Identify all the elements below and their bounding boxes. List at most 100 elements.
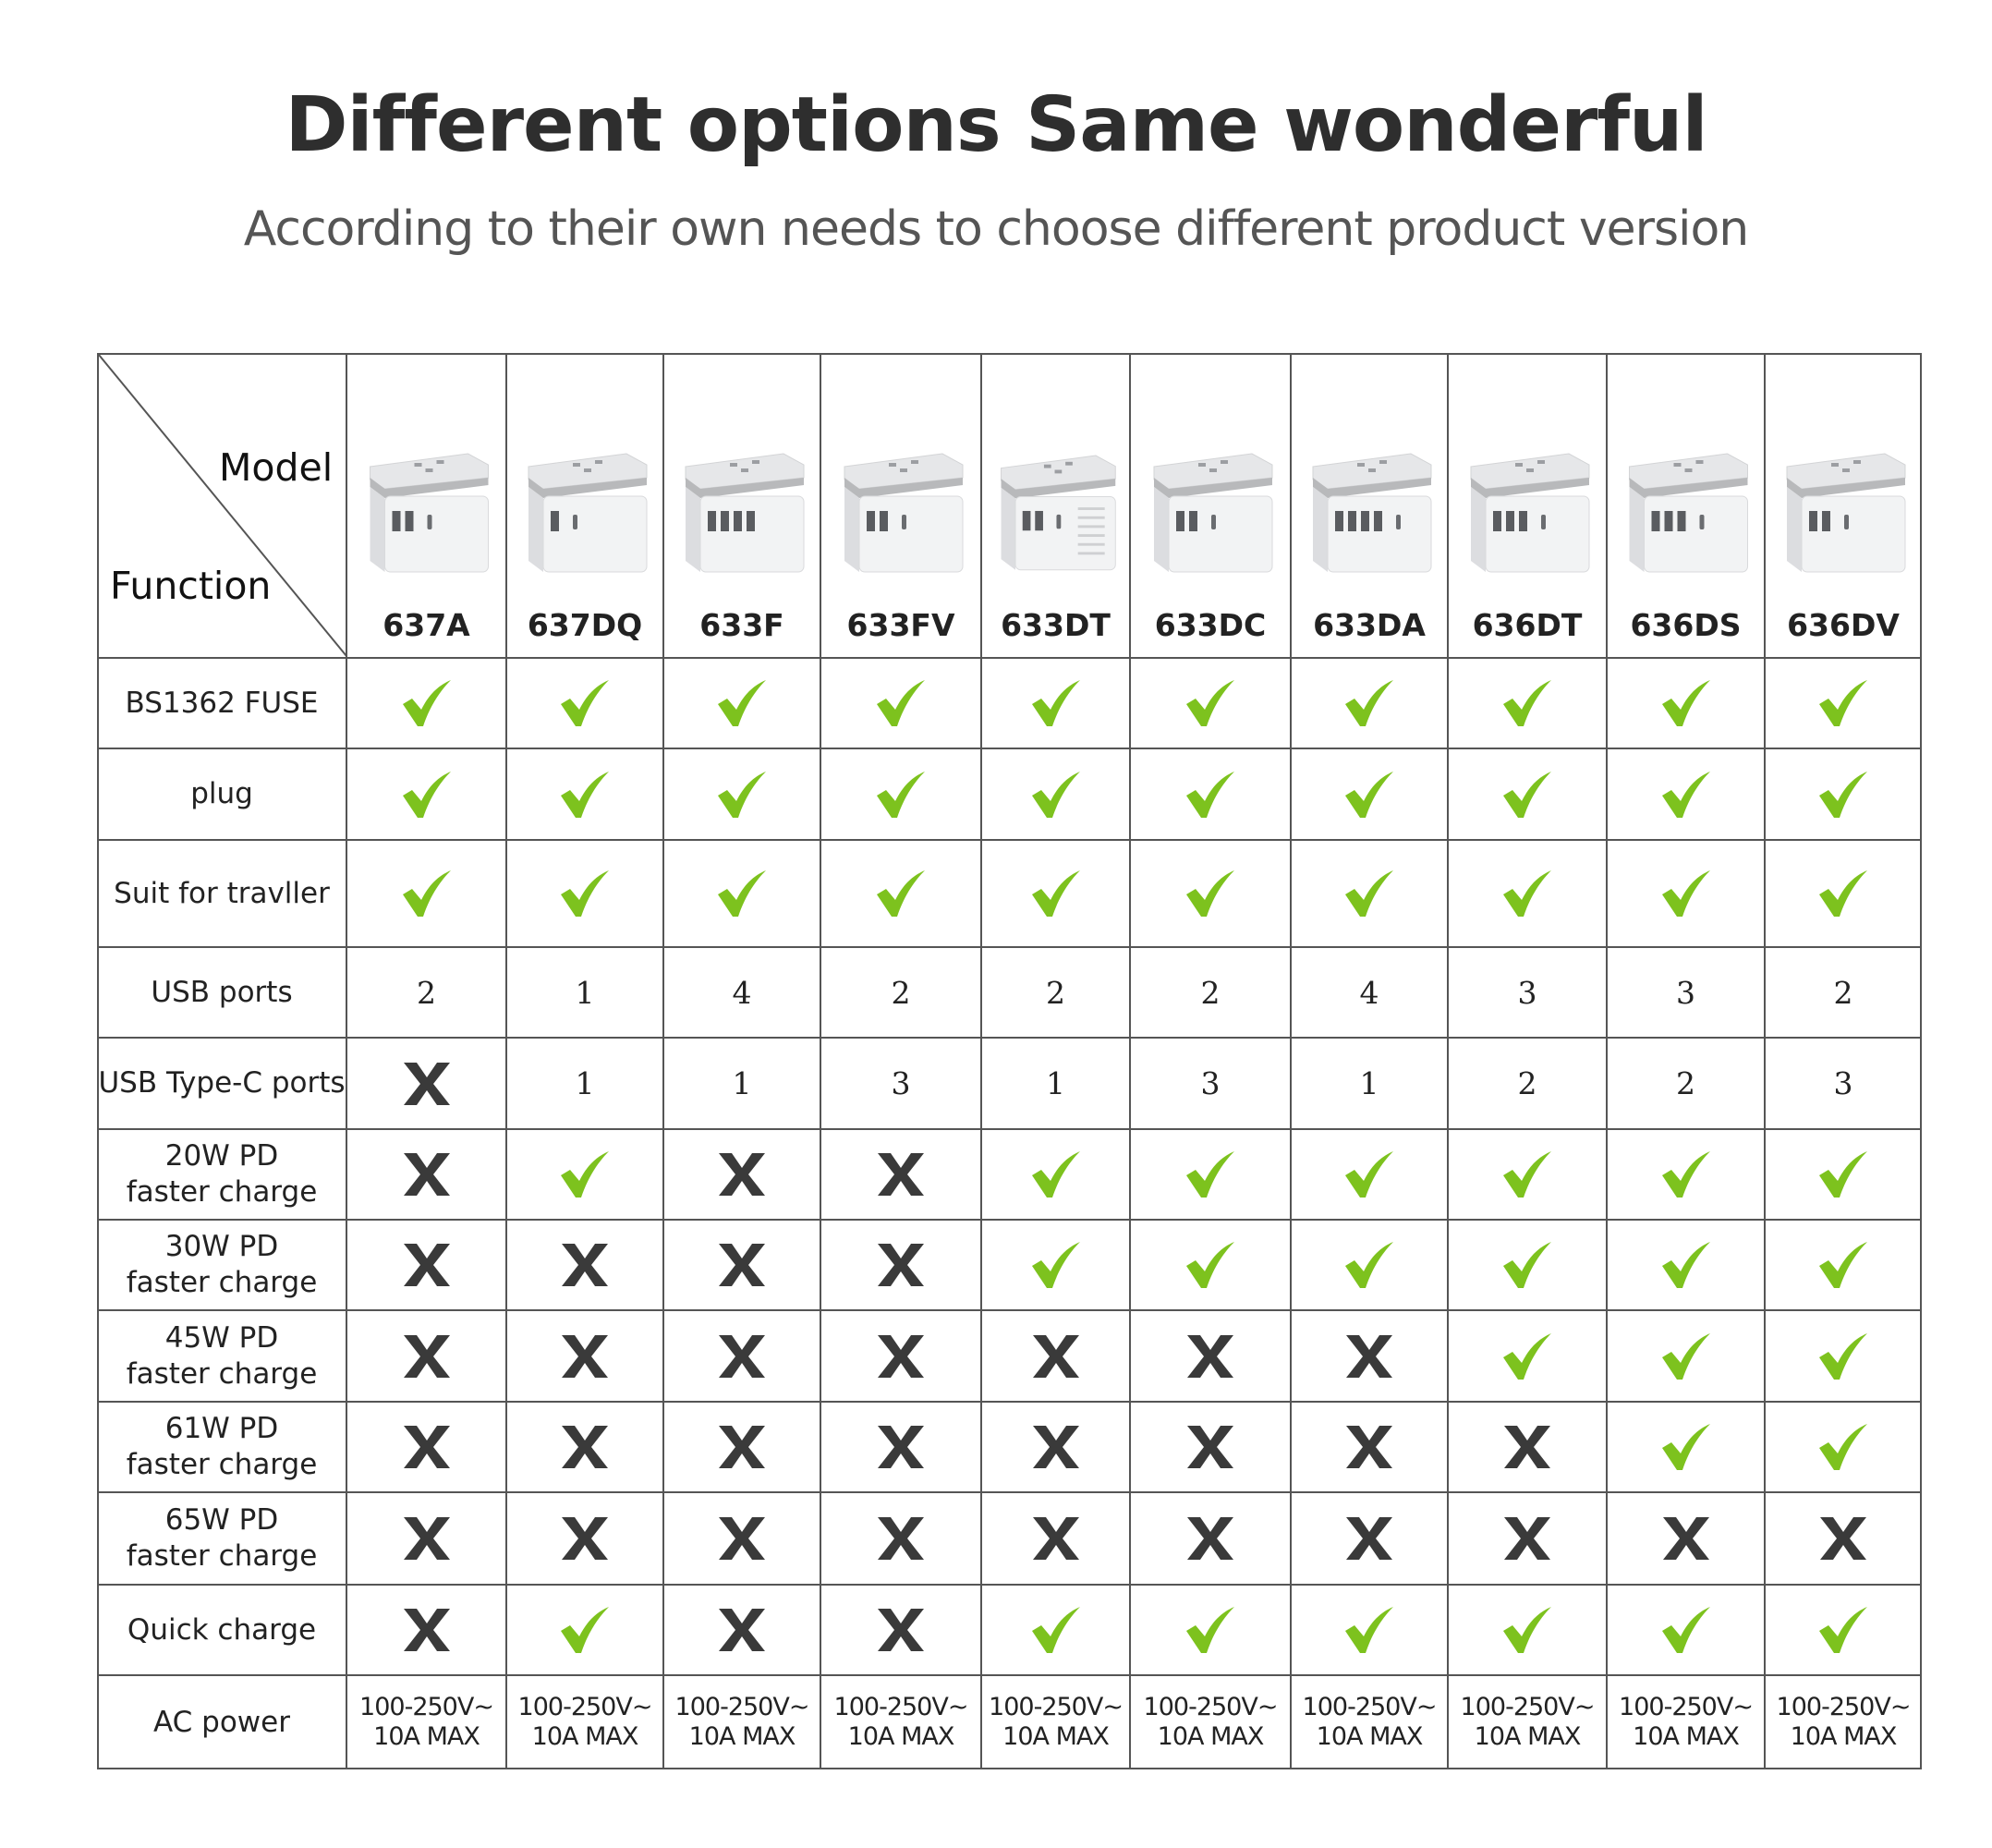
table-cell (1448, 1310, 1607, 1402)
cross-icon (719, 1517, 765, 1560)
table-cell (506, 1585, 663, 1675)
ac-power-value: 100-250V~ (674, 1692, 810, 1721)
product-image (844, 453, 964, 573)
table-cell: 3 (891, 1065, 911, 1101)
check-icon (1661, 1332, 1710, 1380)
table-cell: 1 (575, 1065, 595, 1101)
ac-power-value: 10A MAX (688, 1722, 796, 1751)
table-cell: 1 (1359, 1065, 1379, 1101)
check-icon (402, 680, 451, 726)
table-cell (1765, 1129, 1922, 1220)
row-label: BS1362 FUSE (125, 686, 319, 720)
product-illustration-633f (671, 441, 813, 583)
table-cell (663, 1492, 820, 1585)
cross-icon (878, 1609, 924, 1651)
model-name: 637A (383, 607, 470, 643)
check-icon (1819, 1332, 1867, 1380)
check-icon (1661, 1151, 1710, 1198)
check-icon (1345, 1607, 1393, 1653)
product-illustration-637a (354, 441, 499, 583)
row-label: 45W PD faster charge (126, 1320, 318, 1391)
ac-power-value: 10A MAX (1633, 1722, 1740, 1751)
cross-icon (878, 1426, 924, 1468)
check-icon (1031, 771, 1080, 818)
check-icon (1819, 1242, 1867, 1288)
product-illustration-636ds (1614, 441, 1757, 583)
table-cell (346, 748, 506, 840)
table-cell (820, 658, 981, 748)
table-cell (506, 1402, 663, 1492)
table-cell (663, 1310, 820, 1402)
table-cell: 100-250V~ 10A MAX (1291, 1675, 1448, 1769)
product-image (1470, 453, 1590, 573)
cross-icon (403, 1334, 450, 1378)
table-cell: 2 (1517, 1065, 1537, 1101)
model-name: 633FV (846, 607, 955, 643)
table-cell (1448, 840, 1607, 947)
product-image (1312, 453, 1432, 573)
row-label: 30W PD faster charge (126, 1230, 318, 1299)
check-icon (1345, 680, 1393, 726)
table-cell (981, 1402, 1130, 1492)
check-icon (1186, 680, 1234, 726)
table-cell: 1 (732, 1065, 752, 1101)
table-cell (820, 1492, 981, 1585)
table-cell (1765, 658, 1922, 748)
cross-icon (719, 1609, 765, 1651)
table-cell: 1 (575, 974, 595, 1011)
table-cell: 100-250V~ 10A MAX (1765, 1675, 1922, 1769)
table-cell (506, 840, 663, 947)
row-label: USB Type-C ports (98, 1066, 346, 1100)
table-cell (981, 1129, 1130, 1220)
check-icon (1819, 771, 1867, 818)
ac-power-value: 10A MAX (847, 1722, 955, 1751)
check-icon (1503, 870, 1551, 917)
product-illustration-633dc (1137, 441, 1283, 583)
table-cell (506, 658, 663, 748)
ac-power-value: 10A MAX (1002, 1722, 1110, 1751)
table-cell (1607, 748, 1765, 840)
check-icon (1819, 1151, 1867, 1198)
ac-power-value: 100-250V~ (833, 1692, 969, 1721)
table-cell: 2 (1046, 974, 1065, 1011)
product-image (528, 453, 648, 573)
cross-icon (562, 1517, 608, 1560)
table-grid-lines (97, 353, 1922, 1769)
ac-power-value: 100-250V~ (1619, 1692, 1754, 1721)
cross-icon (1346, 1517, 1392, 1560)
table-cell (1765, 840, 1922, 947)
check-icon (561, 771, 609, 818)
table-cell (663, 1402, 820, 1492)
table-cell (1448, 1129, 1607, 1220)
check-icon (1345, 870, 1393, 917)
ac-power-value: 100-250V~ (989, 1692, 1124, 1721)
check-icon (1503, 1242, 1551, 1288)
check-icon (1186, 1242, 1234, 1288)
product-image (1629, 453, 1748, 573)
table-cell (1448, 1492, 1607, 1585)
cross-icon (878, 1517, 924, 1560)
ac-power-value: 10A MAX (1474, 1722, 1582, 1751)
table-cell (346, 1038, 506, 1129)
model-name: 633DT (1001, 607, 1111, 643)
table-cell (1291, 840, 1448, 947)
table-cell (1291, 1129, 1448, 1220)
check-icon (1661, 771, 1710, 818)
cross-icon (562, 1334, 608, 1378)
table-cell (1607, 658, 1765, 748)
table-cell (1130, 1492, 1291, 1585)
table-cell: 4 (732, 974, 752, 1011)
product-illustration-636dt (1455, 441, 1599, 583)
ac-power-value: 10A MAX (1790, 1722, 1898, 1751)
check-icon (1345, 771, 1393, 818)
check-icon (1031, 1242, 1080, 1288)
cross-icon (1032, 1517, 1079, 1560)
table-cell (1765, 1402, 1922, 1492)
product-illustration-633fv (828, 441, 974, 583)
model-name: 633F (699, 607, 784, 643)
row-label: USB ports (151, 975, 293, 1009)
row-label: 20W PD faster charge (126, 1139, 318, 1209)
cross-icon (719, 1426, 765, 1468)
table-cell (1765, 748, 1922, 840)
table-cell (1607, 1220, 1765, 1310)
